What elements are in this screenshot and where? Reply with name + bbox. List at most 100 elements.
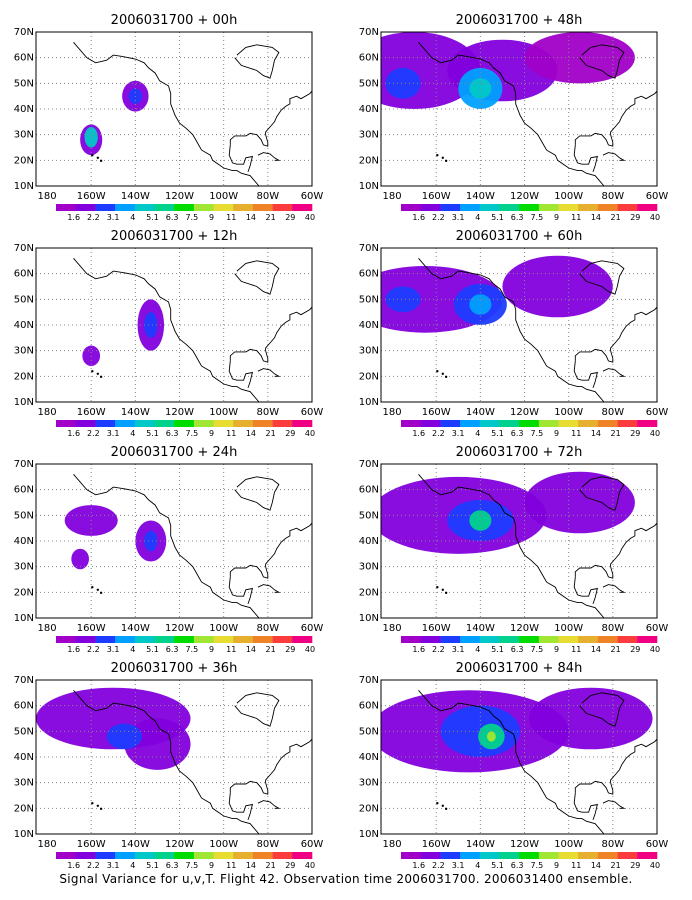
variance-contour	[71, 548, 89, 570]
lon-tick-label: 80W	[257, 407, 280, 418]
colorbar-label: 7.5	[530, 645, 543, 654]
coastline	[229, 738, 312, 795]
colorbar-swatch	[95, 420, 116, 427]
panel-title: 2006031700 + 24h	[111, 445, 238, 460]
colorbar-label: 3.1	[452, 861, 465, 870]
coastline	[573, 792, 599, 821]
coastline	[73, 474, 260, 618]
lon-tick-label: 180	[382, 407, 401, 418]
colorbar-swatch	[252, 636, 273, 643]
colorbar-swatch	[519, 852, 540, 859]
colorbar-label: 40	[650, 429, 660, 438]
lat-tick-label: 30N	[359, 346, 379, 357]
colorbar-swatch	[75, 636, 96, 643]
colorbar-label: 11	[226, 429, 236, 438]
coastline	[257, 152, 281, 161]
colorbar-label: 11	[571, 861, 581, 870]
lat-tick-label: 10N	[359, 829, 379, 840]
colorbar-swatch	[479, 852, 500, 859]
variance-contour	[144, 530, 158, 552]
lat-tick-label: 60N	[14, 53, 34, 64]
colorbar-label: 2.2	[432, 213, 445, 222]
lon-tick-label: 140W	[121, 407, 150, 418]
colorbar-swatch	[115, 852, 136, 859]
colorbar-label: 14	[246, 429, 256, 438]
colorbar-label: 29	[630, 645, 640, 654]
lat-tick-label: 60N	[359, 485, 379, 496]
colorbar-label: 9	[209, 861, 214, 870]
lat-tick-label: 70N	[359, 243, 379, 254]
coastline	[257, 800, 281, 809]
lat-tick-label: 50N	[14, 726, 34, 737]
colorbar-label: 4	[130, 645, 135, 654]
colorbar-label: 4	[475, 429, 480, 438]
coastline	[257, 584, 281, 593]
colorbar-label: 4	[130, 429, 135, 438]
colorbar-swatch	[499, 204, 520, 211]
coastline	[573, 576, 599, 605]
colorbar-label: 29	[285, 861, 295, 870]
coastline	[234, 260, 280, 295]
colorbar-swatch	[252, 204, 273, 211]
colorbar-label: 40	[650, 861, 660, 870]
lat-tick-label: 40N	[359, 104, 379, 115]
colorbar-swatch	[519, 636, 540, 643]
colorbar-swatch	[252, 420, 273, 427]
lon-tick-label: 80W	[602, 623, 625, 634]
colorbar-label: 14	[591, 429, 601, 438]
colorbar-label: 5.1	[491, 861, 504, 870]
colorbar-swatch	[292, 420, 313, 427]
colorbar-label: 5.1	[491, 645, 504, 654]
colorbar-swatch	[174, 204, 195, 211]
colorbar-label: 14	[591, 861, 601, 870]
lat-tick-label: 30N	[14, 562, 34, 573]
lon-tick-label: 100W	[554, 839, 583, 850]
colorbar-swatch	[134, 204, 155, 211]
coastline	[73, 42, 260, 186]
colorbar-label: 11	[571, 645, 581, 654]
island-marker	[441, 372, 445, 375]
colorbar-label: 29	[285, 429, 295, 438]
colorbar-label: 11	[571, 213, 581, 222]
coastline	[418, 42, 605, 186]
panel-title: 2006031700 + 00h	[111, 13, 238, 28]
island-marker	[436, 370, 439, 373]
coastline	[229, 306, 312, 363]
colorbar-swatch	[637, 852, 658, 859]
colorbar-swatch	[479, 636, 500, 643]
island-marker	[444, 807, 448, 811]
colorbar-swatch	[95, 852, 116, 859]
lat-tick-label: 60N	[14, 701, 34, 712]
island-marker	[96, 156, 100, 159]
lat-tick-label: 20N	[14, 803, 34, 814]
colorbar-label: 2.2	[87, 213, 100, 222]
figure-caption: Signal Variance for u,v,T. Flight 42. Ob…	[59, 872, 633, 886]
colorbar-label: 6.3	[166, 645, 179, 654]
variance-contour	[106, 723, 142, 750]
colorbar-swatch	[637, 636, 658, 643]
colorbar-swatch	[95, 204, 116, 211]
lat-tick-label: 50N	[14, 294, 34, 305]
lon-tick-label: 120W	[510, 407, 539, 418]
colorbar-swatch	[115, 420, 136, 427]
colorbar-swatch	[558, 852, 579, 859]
colorbar-swatch	[558, 636, 579, 643]
colorbar-label: 3.1	[107, 429, 120, 438]
colorbar-swatch	[174, 636, 195, 643]
panel-title: 2006031700 + 36h	[111, 661, 238, 676]
colorbar-label: 5.1	[146, 213, 159, 222]
lon-tick-label: 80W	[602, 191, 625, 202]
island-marker	[441, 804, 445, 807]
coastline	[579, 44, 625, 79]
coastline	[602, 584, 626, 593]
variance-contour	[524, 471, 635, 534]
colorbar-swatch	[440, 420, 461, 427]
colorbar-swatch	[578, 420, 599, 427]
colorbar-label: 9	[554, 213, 559, 222]
colorbar-swatch	[578, 204, 599, 211]
colorbar-swatch	[213, 636, 234, 643]
colorbar-label: 4	[475, 645, 480, 654]
colorbar-swatch	[292, 636, 313, 643]
island-marker	[91, 586, 94, 589]
